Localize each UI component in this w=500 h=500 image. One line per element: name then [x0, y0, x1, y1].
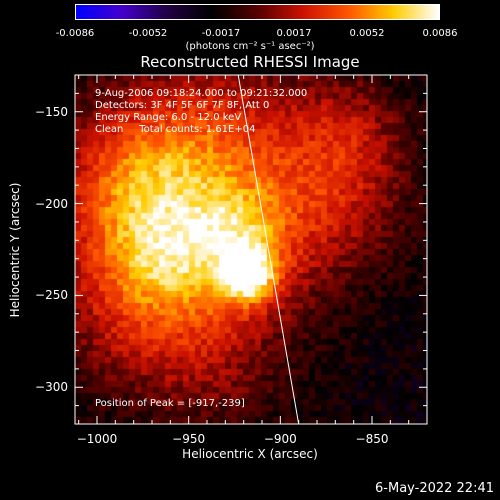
- annotation-detectors: Detectors: 3F 4F 5F 6F 7F 8F, Att 0: [95, 100, 270, 111]
- x-tick-label: −900: [263, 432, 297, 446]
- annotation-time-range: 9-Aug-2006 09:18:24.000 to 09:21:32.000: [95, 88, 308, 99]
- colorbar-tick: 0.0017: [276, 28, 312, 39]
- annotation-total-counts: Clean Total counts: 1.61E+04: [95, 124, 256, 135]
- rhessi-image-heatmap: [75, 75, 427, 424]
- colorbar-tick: 0.0052: [349, 28, 385, 39]
- chart-title: Reconstructed RHESSI Image: [140, 53, 360, 71]
- y-tick-label: −150: [35, 104, 68, 119]
- x-tick-label: −1000: [76, 432, 118, 446]
- x-tick-label: −850: [355, 432, 389, 446]
- colorbar-tick: 0.0086: [422, 28, 458, 39]
- y-tick-label: −200: [35, 196, 68, 211]
- colorbar: [75, 4, 440, 20]
- axis-ticks: [75, 74, 428, 425]
- colorbar-tick: -0.0017: [201, 28, 241, 39]
- y-tick-label: −250: [35, 288, 68, 303]
- colorbar-tick: -0.0052: [128, 28, 168, 39]
- y-tick-label: −300: [35, 380, 68, 395]
- peak-position-label: Position of Peak = [-917,-239]: [95, 398, 245, 409]
- x-tick-label: −950: [172, 432, 206, 446]
- datestamp: 6-May-2022 22:41: [375, 481, 494, 496]
- solar-limb-line: [237, 74, 300, 425]
- plot-frame: [74, 74, 428, 425]
- x-axis-label: Heliocentric X (arcsec): [182, 447, 318, 461]
- colorbar-unit-label: (photons cm⁻² s⁻¹ asec⁻²): [185, 41, 315, 52]
- colorbar-tick: -0.0086: [55, 28, 95, 39]
- y-axis-label: Heliocentric Y (arcsec): [8, 182, 22, 318]
- annotation-energy-range: Energy Range: 6.0 - 12.0 keV: [95, 112, 242, 123]
